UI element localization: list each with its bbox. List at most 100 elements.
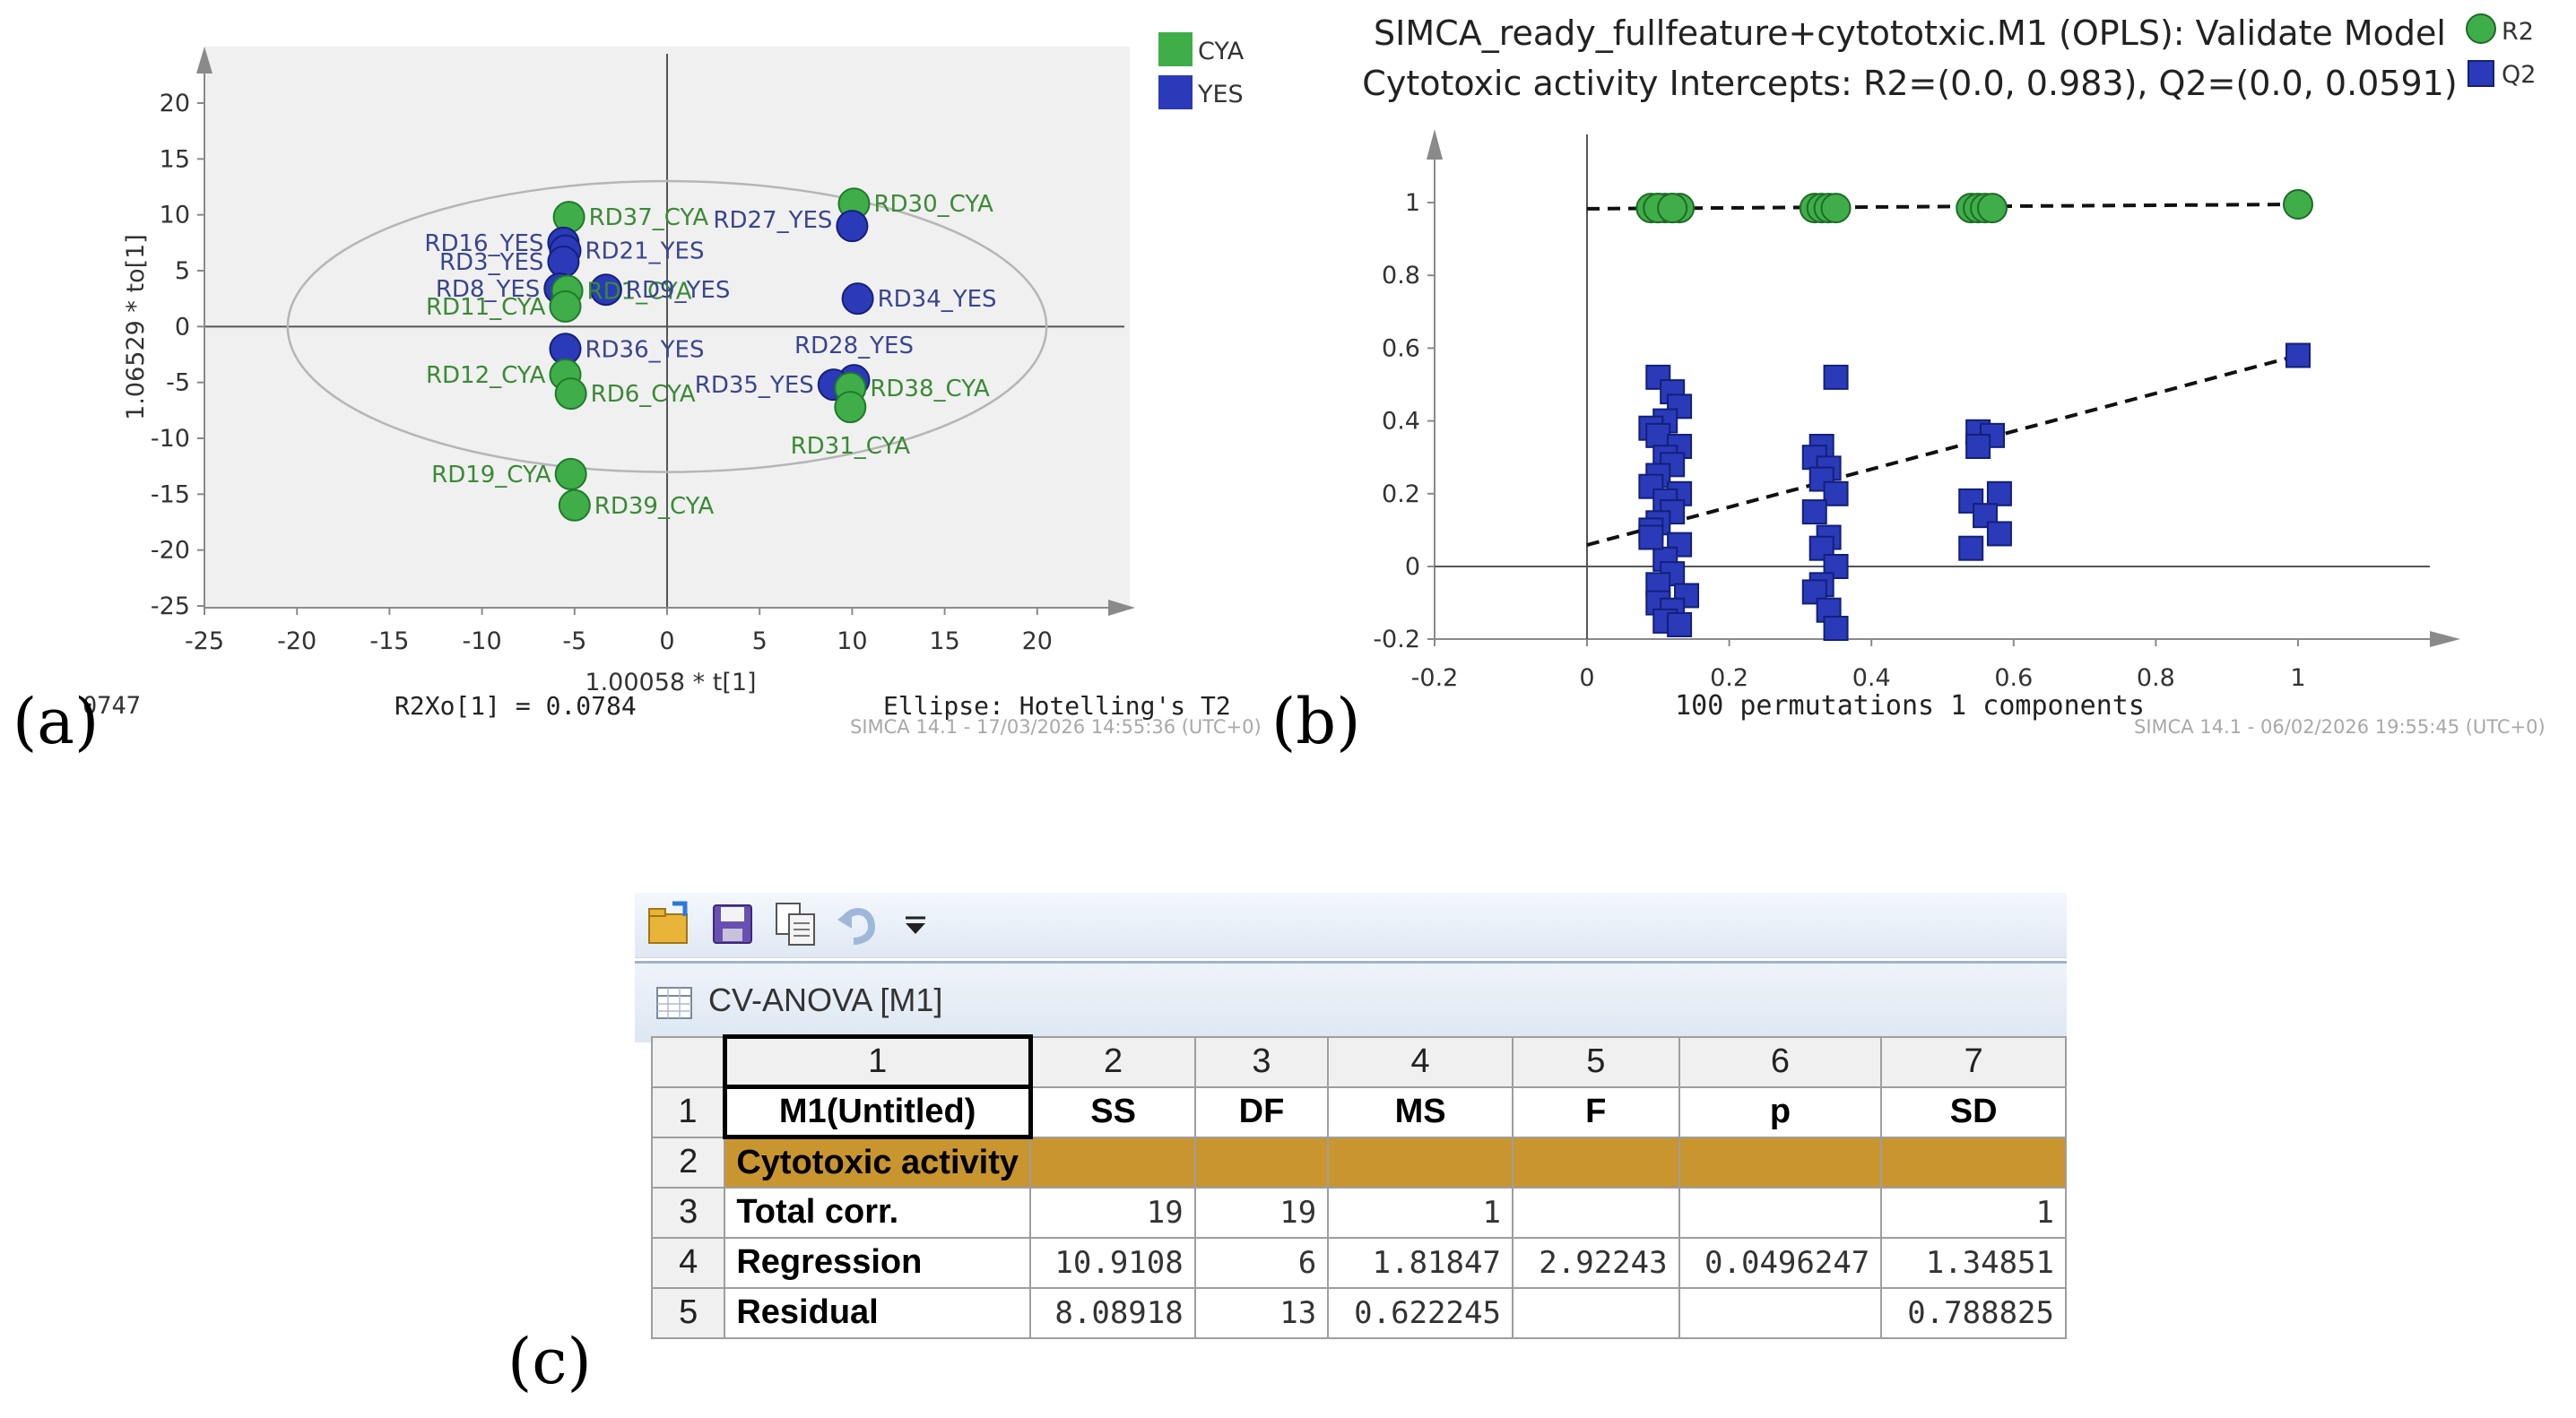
undo-icon[interactable] [834,900,882,948]
column-number[interactable]: 3 [1193,1035,1330,1088]
column-number[interactable]: 2 [1029,1035,1196,1088]
copy-icon[interactable] [771,900,820,948]
save-icon[interactable] [708,900,757,948]
corner-cell[interactable] [650,1035,726,1088]
table-cell[interactable]: Total corr. [724,1186,1031,1239]
toolbar-dropdown-icon[interactable] [891,900,940,948]
table-cell[interactable] [1029,1136,1196,1189]
column-number[interactable]: 7 [1880,1035,2067,1088]
table-cell[interactable] [1327,1136,1514,1189]
q2-point [1638,473,1664,499]
y-tick-label-a: 0 [175,313,190,341]
x-tick-label-b: 0 [1579,664,1594,692]
table-cell[interactable]: F [1511,1085,1680,1138]
table-row: 3 Total corr. 19 19 1 1 [650,1186,2067,1239]
y-tick-label-a: 5 [175,257,190,285]
y-axis-arrow-b [1427,129,1443,160]
table-cell[interactable]: 8.08918 [1029,1286,1196,1339]
row-number[interactable]: 3 [650,1186,726,1239]
legend-label-r2: R2 [2502,18,2534,46]
anova-table: 1 2 3 4 5 6 7 1 M1(Untitled) SS DF MS F … [650,1034,2067,1339]
table-cell[interactable]: 1 [1880,1186,2067,1239]
window-title-bar: CV-ANOVA [M1] [635,961,2067,1042]
table-cell[interactable] [1678,1286,1883,1339]
panel-label-a: (a) [13,685,100,758]
table-cell[interactable]: SD [1880,1085,2067,1138]
table-cell[interactable]: 0.788825 [1880,1286,2067,1339]
table-cell[interactable]: 1.34851 [1880,1236,2067,1289]
row-number[interactable]: 1 [650,1085,726,1138]
x-tick-label-a: -5 [562,627,586,655]
table-cell[interactable] [1511,1136,1680,1189]
x-tick-label-a: -20 [277,627,317,655]
table-cell[interactable] [1678,1186,1883,1239]
column-number[interactable]: 1 [722,1034,1033,1089]
x-tick-label-a: 5 [752,627,768,655]
table-cell[interactable]: M1(Untitled) [722,1085,1033,1139]
table-cell[interactable]: SS [1029,1085,1196,1138]
table-cell[interactable] [1193,1136,1330,1189]
table-cell[interactable]: 0.0496247 [1678,1236,1883,1289]
table-cell[interactable]: 19 [1029,1186,1196,1239]
r2-point [1820,193,1852,224]
table-cell[interactable]: DF [1193,1085,1330,1138]
legend-marker-q2 [2468,60,2494,87]
data-point-a [558,489,591,522]
q2-regression-line [1586,353,2299,547]
data-point-a [836,210,869,243]
y-tick-label-a: -5 [166,369,190,397]
data-point-a [547,246,580,279]
table-row: 2 Cytotoxic activity [650,1136,2067,1189]
column-number[interactable]: 5 [1511,1035,1680,1088]
y-tick-label-a: -10 [151,425,190,453]
table-cell[interactable]: p [1678,1085,1883,1138]
table-cell[interactable]: Cytotoxic activity [724,1136,1031,1189]
x-axis-arrow-b [2430,631,2460,647]
row-number[interactable]: 4 [650,1236,726,1289]
y-tick-label-b: 0.2 [1382,480,1420,508]
y-tick-label-b: 0 [1405,553,1420,581]
footer-left-a: 0747 [82,692,141,720]
footer-right-a: Ellipse: Hotelling's T2 [883,691,1231,721]
legend-label-cya: CYA [1198,38,1245,65]
table-cell[interactable] [1880,1136,2067,1189]
table-cell[interactable]: 2.92243 [1511,1236,1680,1289]
chart-subtitle-b: Cytotoxic activity Intercepts: R2=(0.0, … [1362,64,2457,103]
table-row: 4 Regression 10.9108 6 1.81847 2.92243 0… [650,1236,2067,1289]
r2-point [1657,193,1688,224]
table-cell[interactable]: 1.81847 [1327,1236,1514,1289]
table-cell[interactable]: Residual [724,1286,1031,1339]
table-cell[interactable]: 19 [1193,1186,1330,1239]
row-number[interactable]: 5 [650,1286,726,1339]
data-label-a: RD16_YES [424,230,543,257]
table-cell[interactable] [1511,1186,1680,1239]
data-label-a: RD12_CYA [426,362,546,389]
y-tick-label-b: 1 [1405,189,1420,217]
legend-label-q2: Q2 [2502,61,2536,89]
q2-point [1958,535,1984,561]
x-tick-label-b: -0.2 [1411,664,1459,692]
y-tick-label-b: 0.4 [1382,408,1420,436]
table-cell[interactable] [1511,1286,1680,1339]
table-cell[interactable]: 1 [1327,1186,1514,1239]
q2-point [1645,422,1671,448]
table-cell[interactable]: Regression [724,1236,1031,1289]
legend-marker-r2 [2466,13,2496,44]
data-label-a: RD11_CYA [426,294,546,321]
row-number[interactable]: 2 [650,1136,726,1189]
table-cell[interactable] [1678,1136,1883,1189]
table-cell[interactable]: 6 [1193,1236,1330,1289]
y-tick-label-b: 0.6 [1382,334,1420,362]
x-axis-label-a: 1.00058 * t[1] [585,669,756,696]
column-number[interactable]: 4 [1327,1035,1514,1088]
table-cell[interactable]: 10.9108 [1029,1236,1196,1289]
data-point-a [834,391,867,424]
window-title: CV-ANOVA [M1] [708,981,943,1018]
table-cell[interactable]: 13 [1193,1286,1330,1339]
table-cell[interactable]: MS [1327,1085,1514,1138]
chart-title-b: SIMCA_ready_fullfeature+cytototxic.M1 (O… [1374,13,2446,53]
open-folder-icon[interactable] [646,900,694,948]
table-cell[interactable]: 0.622245 [1327,1286,1514,1339]
x-tick-label-b: 0.4 [1852,664,1891,692]
column-number[interactable]: 6 [1678,1035,1883,1088]
